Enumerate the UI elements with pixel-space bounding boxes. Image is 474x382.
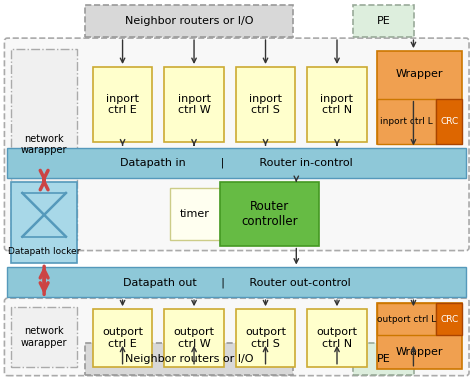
Text: CRC: CRC [440, 117, 458, 126]
Text: Datapath in          |          Router in-control: Datapath in | Router in-control [120, 158, 353, 168]
Text: Neighbor routers or I/O: Neighbor routers or I/O [125, 16, 253, 26]
FancyBboxPatch shape [377, 303, 436, 335]
FancyBboxPatch shape [353, 343, 414, 375]
FancyBboxPatch shape [164, 67, 224, 142]
Text: outport
ctrl N: outport ctrl N [317, 327, 357, 349]
Text: CRC: CRC [440, 314, 458, 324]
Text: inport
ctrl N: inport ctrl N [320, 94, 354, 115]
Text: outport
ctrl S: outport ctrl S [245, 327, 286, 349]
Text: Datapath out       |       Router out-control: Datapath out | Router out-control [123, 277, 351, 288]
FancyBboxPatch shape [11, 49, 77, 240]
FancyBboxPatch shape [236, 309, 295, 367]
FancyBboxPatch shape [4, 298, 469, 376]
FancyBboxPatch shape [11, 182, 77, 264]
FancyBboxPatch shape [353, 5, 414, 37]
Text: Neighbor routers or I/O: Neighbor routers or I/O [125, 354, 253, 364]
FancyBboxPatch shape [307, 309, 367, 367]
Text: PE: PE [377, 354, 391, 364]
FancyBboxPatch shape [236, 67, 295, 142]
Text: Datapath locker: Datapath locker [8, 247, 80, 256]
Text: inport
ctrl W: inport ctrl W [178, 94, 210, 115]
FancyBboxPatch shape [377, 99, 436, 144]
FancyBboxPatch shape [93, 309, 152, 367]
Text: inport
ctrl S: inport ctrl S [249, 94, 282, 115]
FancyBboxPatch shape [8, 267, 466, 297]
Text: outport
ctrl E: outport ctrl E [102, 327, 143, 349]
FancyBboxPatch shape [170, 188, 220, 240]
Text: inport
ctrl E: inport ctrl E [106, 94, 139, 115]
FancyBboxPatch shape [85, 343, 293, 375]
Text: outport
ctrl W: outport ctrl W [173, 327, 215, 349]
Text: network
warapper: network warapper [21, 134, 67, 155]
Text: network
warapper: network warapper [21, 326, 67, 348]
FancyBboxPatch shape [377, 51, 462, 144]
FancyBboxPatch shape [8, 148, 466, 178]
Text: inport ctrl L: inport ctrl L [380, 117, 433, 126]
FancyBboxPatch shape [307, 67, 367, 142]
Text: timer: timer [180, 209, 210, 219]
Text: Wrapper: Wrapper [396, 347, 443, 357]
FancyBboxPatch shape [93, 67, 152, 142]
FancyBboxPatch shape [164, 309, 224, 367]
FancyBboxPatch shape [377, 303, 462, 369]
FancyBboxPatch shape [220, 182, 319, 246]
Text: Wrapper: Wrapper [396, 69, 443, 79]
FancyBboxPatch shape [11, 307, 77, 367]
Text: outport ctrl L: outport ctrl L [377, 314, 436, 324]
FancyBboxPatch shape [436, 303, 462, 335]
FancyBboxPatch shape [85, 5, 293, 37]
Text: Router
controller: Router controller [241, 200, 298, 228]
Text: PE: PE [377, 16, 391, 26]
FancyBboxPatch shape [4, 38, 469, 251]
FancyBboxPatch shape [436, 99, 462, 144]
